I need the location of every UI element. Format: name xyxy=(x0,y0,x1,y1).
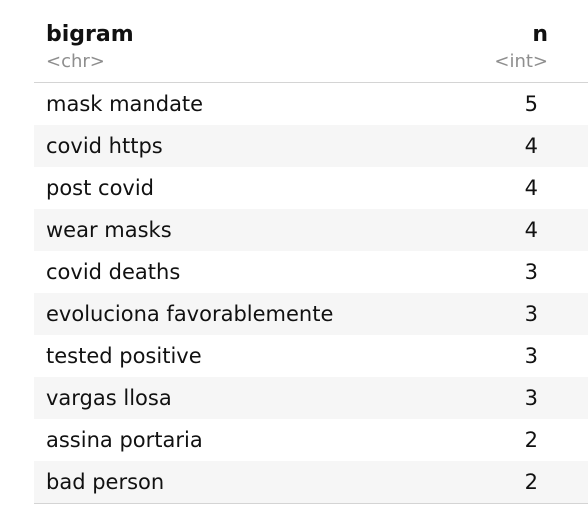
table-bottom-rule xyxy=(34,503,588,504)
data-table: bigram <chr> n <int> mask mandate 5 covi… xyxy=(34,18,588,504)
table-row: assina portaria 2 xyxy=(34,419,588,461)
bigram-cell: bad person xyxy=(46,470,165,494)
table-row: bad person 2 xyxy=(34,461,588,503)
table-body: mask mandate 5 covid https 4 post covid … xyxy=(34,83,588,503)
table-row: covid https 4 xyxy=(34,125,588,167)
count-cell: 3 xyxy=(524,260,538,284)
bigram-cell: vargas llosa xyxy=(46,386,172,410)
count-cell: 4 xyxy=(524,176,538,200)
count-cell: 4 xyxy=(524,134,538,158)
bigram-cell: covid deaths xyxy=(46,260,181,284)
count-cell: 3 xyxy=(524,344,538,368)
column-type-n: <int> xyxy=(494,51,548,72)
column-type-bigram: <chr> xyxy=(46,51,105,72)
count-cell: 2 xyxy=(524,470,538,494)
count-cell: 3 xyxy=(524,386,538,410)
table-row: evoluciona favorablemente 3 xyxy=(34,293,588,335)
column-header-n: n xyxy=(532,22,548,47)
bigram-cell: wear masks xyxy=(46,218,172,242)
table-header: bigram <chr> n <int> xyxy=(34,18,588,83)
bigram-cell: covid https xyxy=(46,134,163,158)
bigram-cell: mask mandate xyxy=(46,92,204,116)
bigram-cell: assina portaria xyxy=(46,428,203,452)
count-cell: 2 xyxy=(524,428,538,452)
table-row: vargas llosa 3 xyxy=(34,377,588,419)
count-cell: 3 xyxy=(524,302,538,326)
table-row: tested positive 3 xyxy=(34,335,588,377)
bigram-cell: tested positive xyxy=(46,344,202,368)
column-header-bigram: bigram xyxy=(46,22,134,47)
table-row: covid deaths 3 xyxy=(34,251,588,293)
bigram-cell: evoluciona favorablemente xyxy=(46,302,334,326)
count-cell: 5 xyxy=(524,92,538,116)
bigram-cell: post covid xyxy=(46,176,155,200)
count-cell: 4 xyxy=(524,218,538,242)
table-row: wear masks 4 xyxy=(34,209,588,251)
table-row: mask mandate 5 xyxy=(34,83,588,125)
table-row: post covid 4 xyxy=(34,167,588,209)
